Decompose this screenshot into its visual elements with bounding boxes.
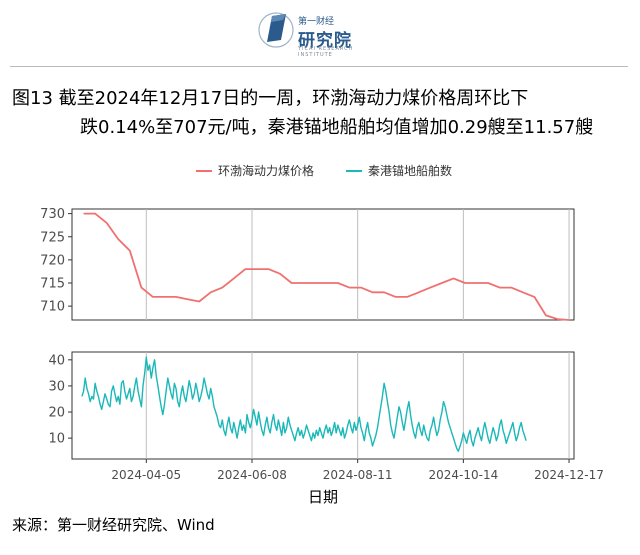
xtick-label-3: 2024-08-11 <box>323 468 393 482</box>
panel2-ytick-label-4: 40 <box>48 353 65 368</box>
figure-title-line1: 图13 截至2024年12月17日的一周，环渤海动力煤价格周环比下 <box>12 88 529 109</box>
panel1-ytick-label-3: 720 <box>40 253 65 268</box>
panel-frame-1 <box>71 208 575 321</box>
panel1-ytick-label-1: 710 <box>40 300 65 315</box>
legend-label-price: 环渤海动力煤价格 <box>218 164 315 178</box>
series-line-2 <box>81 356 527 452</box>
panel2-ytick-label-1: 10 <box>48 432 65 447</box>
legend-item-price: 环渤海动力煤价格 <box>196 162 314 179</box>
panel2-ytick-label-2: 20 <box>48 406 65 421</box>
logo-top-text: 第一财经 <box>298 17 335 27</box>
figure-title-line2: 跌0.14%至707元/吨，秦港锚地船舶均值增加0.29艘至11.57艘 <box>80 117 594 138</box>
panel1-ytick-label-5: 730 <box>40 207 65 222</box>
panel1-ytick-label-4: 725 <box>40 230 65 245</box>
legend-label-ships: 秦港锚地船舶数 <box>368 164 453 178</box>
chart-legend: 环渤海动力煤价格 秦港锚地船舶数 <box>196 162 496 180</box>
xtick-label-4: 2024-10-14 <box>428 468 498 482</box>
legend-swatch-ships <box>346 169 362 172</box>
logo-mark-icon <box>258 12 294 48</box>
panel2-ytick-label-3: 30 <box>48 379 65 394</box>
logo: 第一财经 研究院 YICAI RESEARCH INSTITUTE <box>258 8 388 58</box>
x-axis-label: 日期 <box>308 488 338 506</box>
figure-title: 图13 截至2024年12月17日的一周，环渤海动力煤价格周环比下 跌0.14%… <box>12 84 622 142</box>
legend-item-ships: 秦港锚地船舶数 <box>346 162 452 179</box>
xtick-label-5: 2024-12-17 <box>534 468 604 482</box>
series-line-1 <box>83 212 570 321</box>
header-divider <box>10 66 628 67</box>
xtick-label-1: 2024-04-05 <box>111 468 181 482</box>
logo-sub-text: YICAI RESEARCH INSTITUTE <box>298 46 354 58</box>
panel1-ytick-label-2: 715 <box>40 277 65 292</box>
legend-swatch-price <box>196 169 212 172</box>
logo-main-text: 研究院 <box>298 31 352 51</box>
source-note: 来源：第一财经研究院、Wind <box>12 516 215 534</box>
xtick-label-2: 2024-06-08 <box>217 468 287 482</box>
